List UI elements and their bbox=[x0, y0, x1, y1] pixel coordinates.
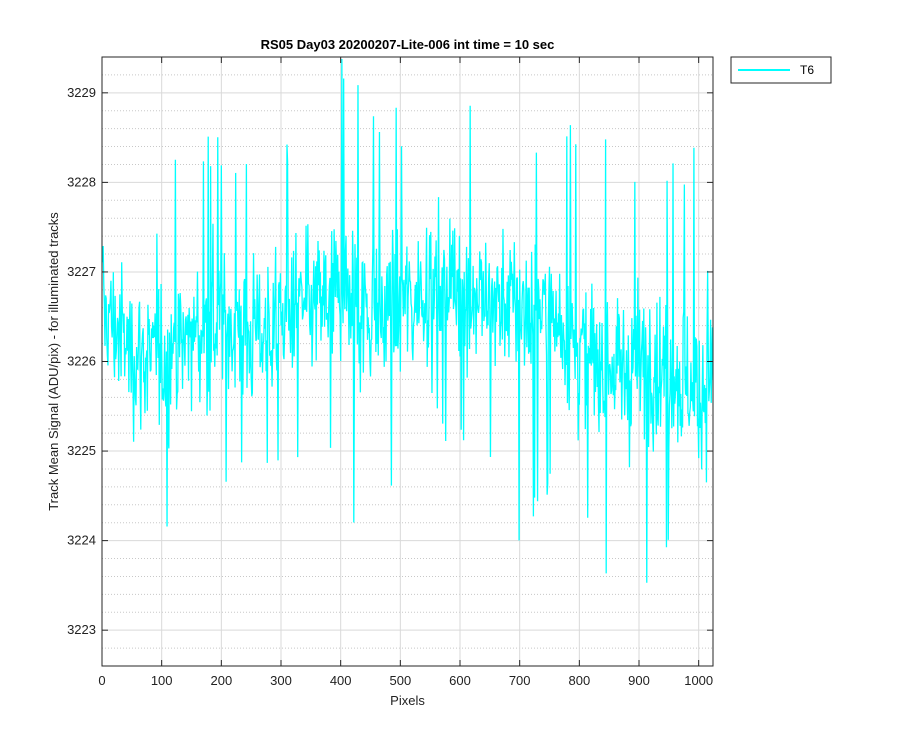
x-tick-label: 600 bbox=[449, 673, 471, 688]
y-axis-label: Track Mean Signal (ADU/pix) - for illumi… bbox=[46, 212, 61, 511]
x-tick-label: 0 bbox=[98, 673, 105, 688]
y-tick-label: 3225 bbox=[67, 443, 96, 458]
ticks: 0 100 200 300 400 500 600 700 800 900 1000 3223 3224… bbox=[67, 57, 713, 688]
y-tick-label: 3228 bbox=[67, 174, 96, 189]
x-tick-label: 900 bbox=[628, 673, 650, 688]
x-axis-label: Pixels bbox=[390, 693, 425, 708]
x-tick-label: 1000 bbox=[684, 673, 713, 688]
plot-area bbox=[102, 58, 713, 583]
x-tick-label: 100 bbox=[151, 673, 173, 688]
x-tick-label: 400 bbox=[330, 673, 352, 688]
y-tick-label: 3224 bbox=[67, 533, 96, 548]
y-tick-label: 3223 bbox=[67, 622, 96, 637]
chart-title: RS05 Day03 20200207-Lite-006 int time = … bbox=[261, 37, 555, 52]
y-tick-label: 3229 bbox=[67, 85, 96, 100]
x-tick-label: 500 bbox=[389, 673, 411, 688]
legend-label-t6: T6 bbox=[800, 63, 814, 77]
x-tick-label: 700 bbox=[509, 673, 531, 688]
x-tick-label: 300 bbox=[270, 673, 292, 688]
legend[interactable]: T6 bbox=[730, 56, 832, 84]
y-tick-label: 3227 bbox=[67, 264, 96, 279]
series-line-t6 bbox=[102, 58, 713, 583]
x-tick-label: 800 bbox=[568, 673, 590, 688]
y-tick-label: 3226 bbox=[67, 354, 96, 369]
x-tick-label: 200 bbox=[210, 673, 232, 688]
